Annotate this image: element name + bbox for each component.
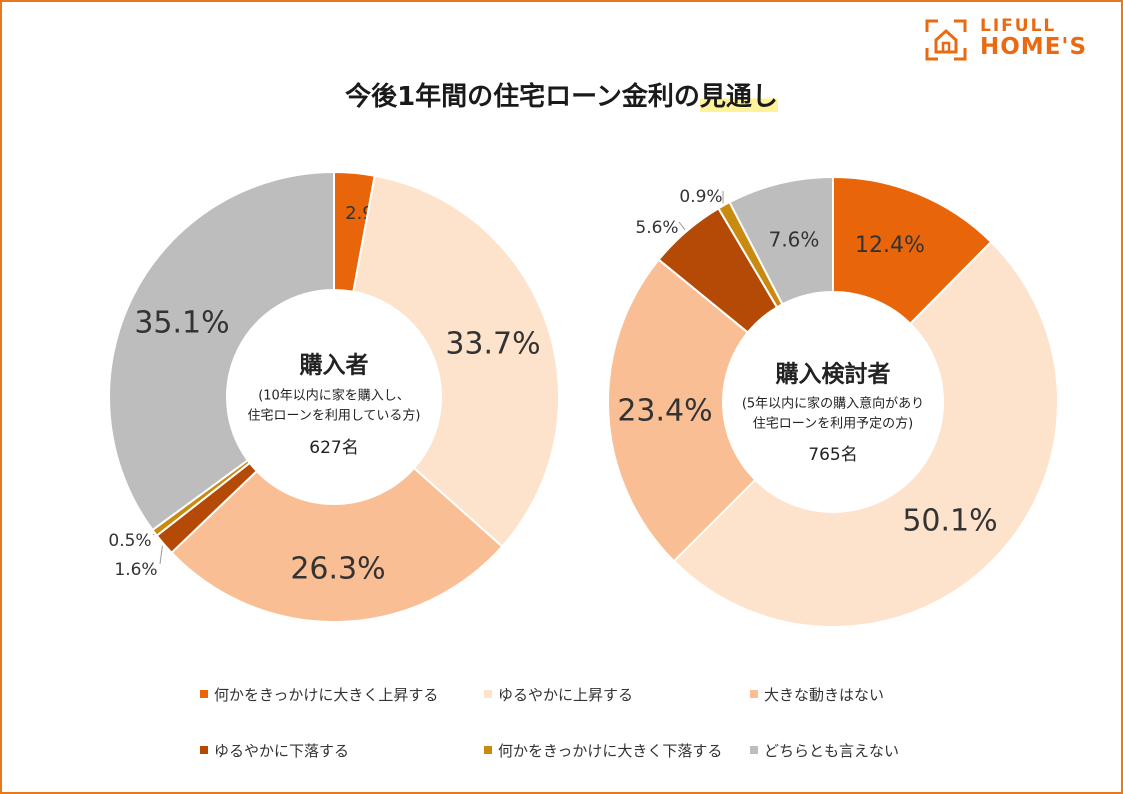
slice-1-3: [170, 466, 504, 623]
legend-item-1: 何かをきっかけに大きく上昇する: [200, 684, 438, 705]
data-label-1-3: 26.3%: [290, 552, 385, 587]
center-title-2: 購入検討者: [776, 361, 891, 388]
slice-1-2: [352, 174, 560, 548]
legend-item-6: どちらとも言えない: [750, 740, 899, 761]
center-subtitle-2-1: 住宅ローンを利用している方): [247, 408, 420, 424]
data-label-2-6: 7.6%: [769, 228, 820, 252]
data-label-2-2: 50.1%: [902, 504, 997, 539]
data-label-1-4: 1.6%: [114, 560, 157, 580]
center-subtitle-1-2: (5年以内に家の購入意向があり: [742, 396, 924, 412]
donut-chart-2: 12.4% 50.1% 23.4% 5.6%0.9% 7.6% 購入検討者 (5年以内に家の…: [607, 175, 1059, 628]
legend-label: ゆるやかに下落する: [214, 742, 350, 760]
legend-swatch: [484, 745, 492, 754]
legend-swatch: [484, 689, 492, 698]
chart-title: 今後1年間の住宅ローン金利の見通し: [0, 76, 1123, 113]
data-label-2-5: 0.9%: [679, 187, 722, 207]
data-label-2-3: 23.4%: [617, 394, 712, 429]
logo-text-bottom: HOME'S: [980, 34, 1088, 60]
legend-swatch: [750, 745, 758, 754]
legend-item-5: 何かをきっかけに大きく下落する: [484, 740, 722, 761]
leader-line-2-4: [678, 221, 686, 231]
data-label-1-5: 0.5%: [108, 531, 151, 551]
lifull-homes-logo: LIFULL HOME'S: [924, 16, 1110, 66]
data-label-1-6: 35.1%: [134, 306, 229, 341]
center-count-2: 765名: [808, 445, 857, 465]
data-label-1-2: 33.7%: [445, 327, 540, 362]
chart-title-main: 今後1年間の住宅ローン金利の: [345, 82, 700, 112]
legend-item-4: ゆるやかに下落する: [200, 740, 349, 761]
legend-label: 何かをきっかけに大きく下落する: [498, 742, 723, 760]
data-label-2-4: 5.6%: [635, 218, 678, 238]
slice-2-2: [672, 240, 1059, 628]
legend-label: 大きな動きはない: [764, 686, 885, 704]
legend-item-2: ゆるやかに上昇する: [484, 684, 633, 705]
center-count-1: 627名: [309, 438, 358, 458]
center-title-1: 購入者: [300, 353, 369, 379]
leader-line-1-5: [152, 533, 155, 536]
center-subtitle-2-2: 住宅ローンを利用予定の方): [753, 416, 913, 432]
leader-line-1-4: [159, 545, 163, 565]
legend-label: ゆるやかに上昇する: [498, 686, 634, 704]
slice-2-1: [832, 175, 993, 326]
logo-text-top: LIFULL: [980, 16, 1057, 36]
legend-swatch: [750, 689, 758, 698]
legend-item-3: 大きな動きはない: [750, 684, 884, 705]
slice-2-3: [607, 258, 757, 563]
legend-swatch: [200, 745, 208, 754]
legend-swatch: [200, 689, 208, 698]
house-icon: [925, 19, 967, 61]
legend-label: 何かをきっかけに大きく上昇する: [214, 686, 439, 704]
slice-2-6: [728, 175, 834, 306]
donut-chart-1: 2.9%33.7%26.3%1.6%0.5%35.1%購入者(10年以内に家を購…: [108, 170, 560, 623]
data-label-2-1: 12.4%: [855, 233, 925, 258]
center-subtitle-1-1: (10年以内に家を購入し、: [258, 388, 410, 404]
legend: 何かをきっかけに大きく上昇する ゆるやかに上昇する 大きな動きはないゆるやかに下落す…: [200, 684, 960, 774]
legend-label: どちらとも言えない: [764, 742, 900, 760]
slice-1-6: [108, 170, 335, 532]
chart-title-highlight: 見通し: [699, 82, 778, 112]
